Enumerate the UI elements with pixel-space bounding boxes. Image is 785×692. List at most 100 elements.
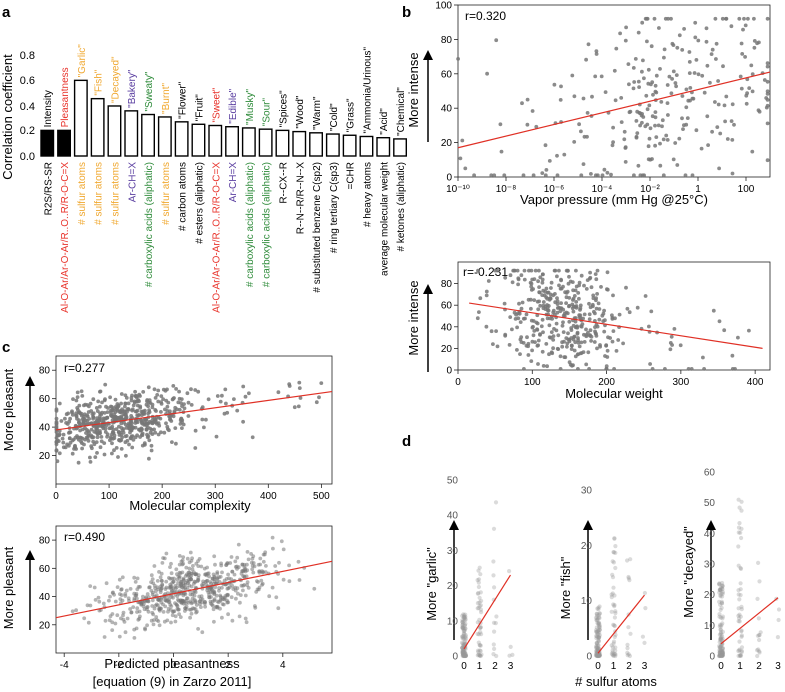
data-point: [174, 585, 179, 590]
data-point: [613, 609, 618, 614]
data-point: [122, 420, 126, 425]
data-point: [739, 633, 745, 638]
data-point: [502, 173, 507, 178]
data-point: [147, 456, 151, 461]
panel-a-ylabel: Correlation coefficient: [0, 54, 15, 180]
data-point: [148, 430, 153, 435]
y-tick-label: 20: [704, 590, 716, 601]
data-point: [233, 559, 238, 564]
data-point: [739, 499, 744, 504]
bar: [241, 127, 256, 157]
data-point: [610, 143, 615, 148]
data-point: [255, 579, 259, 583]
data-point: [91, 397, 96, 402]
data-point: [531, 333, 536, 338]
data-point: [178, 571, 183, 576]
data-point: [190, 567, 195, 572]
data-point: [460, 646, 466, 651]
data-point: [479, 598, 484, 604]
data-point: [571, 296, 576, 301]
data-point: [719, 653, 724, 658]
data-point: [584, 327, 588, 332]
data-point: [581, 162, 586, 167]
data-point: [776, 607, 782, 612]
plot-frame: [457, 4, 771, 178]
data-point: [287, 382, 292, 386]
data-point: [478, 625, 483, 630]
data-point: [720, 653, 725, 658]
data-point: [719, 601, 725, 606]
bar-top-label: Intensity: [43, 90, 54, 127]
data-point: [236, 542, 241, 547]
data-point: [115, 585, 120, 589]
data-point: [99, 412, 103, 417]
data-point: [55, 459, 60, 464]
data-point: [241, 588, 245, 593]
data-point: [88, 603, 93, 608]
data-point: [475, 653, 480, 658]
data-point: [135, 420, 140, 425]
data-point: [261, 559, 266, 564]
data-point: [540, 349, 545, 354]
data-point: [159, 571, 164, 576]
data-point: [632, 173, 636, 178]
data-point: [702, 367, 706, 371]
data-point: [758, 630, 763, 635]
panel-c-top-scatter: r=0.277 Molecular complexity More pleasa…: [1, 355, 333, 513]
data-point: [158, 416, 163, 421]
data-point: [478, 648, 483, 654]
data-point: [119, 616, 123, 621]
data-point: [717, 599, 722, 604]
data-point: [160, 561, 165, 565]
data-point: [626, 62, 631, 66]
data-point: [163, 388, 168, 393]
data-point: [119, 392, 124, 396]
data-point: [640, 634, 646, 639]
data-point: [540, 293, 545, 297]
data-point: [718, 627, 723, 632]
data-point: [595, 621, 600, 626]
data-point: [113, 397, 118, 402]
data-point: [494, 38, 499, 43]
data-point: [287, 563, 291, 568]
data-point: [718, 647, 723, 652]
data-point: [463, 653, 468, 658]
data-point: [462, 652, 467, 657]
x-tick-label: 1: [477, 661, 483, 672]
data-point: [217, 586, 222, 590]
data-point: [477, 653, 482, 658]
data-point: [71, 397, 75, 401]
data-point: [594, 611, 599, 616]
data-point: [664, 133, 669, 138]
bar: [73, 79, 88, 157]
data-point: [610, 652, 615, 657]
data-point: [118, 592, 122, 596]
data-point: [701, 355, 705, 360]
data-point: [97, 418, 102, 423]
data-point: [80, 446, 84, 451]
data-point: [558, 367, 563, 371]
data-point: [491, 526, 497, 531]
data-point: [601, 311, 606, 316]
data-point: [54, 421, 59, 426]
data-point: [541, 272, 545, 277]
data-point: [515, 268, 520, 273]
data-point: [717, 582, 722, 587]
data-point: [94, 406, 99, 410]
bar: [393, 138, 407, 157]
data-point: [597, 611, 602, 616]
data-point: [718, 627, 724, 632]
data-point: [611, 651, 617, 657]
data-point: [762, 78, 767, 82]
data-point: [739, 628, 744, 633]
data-point: [503, 275, 508, 280]
data-point: [215, 571, 220, 576]
data-point: [673, 81, 678, 85]
data-point: [597, 317, 602, 322]
data-point: [610, 591, 615, 596]
data-point: [642, 76, 646, 81]
data-point: [297, 380, 302, 385]
data-point: [131, 438, 136, 442]
data-point: [169, 587, 174, 592]
data-point: [88, 460, 93, 464]
